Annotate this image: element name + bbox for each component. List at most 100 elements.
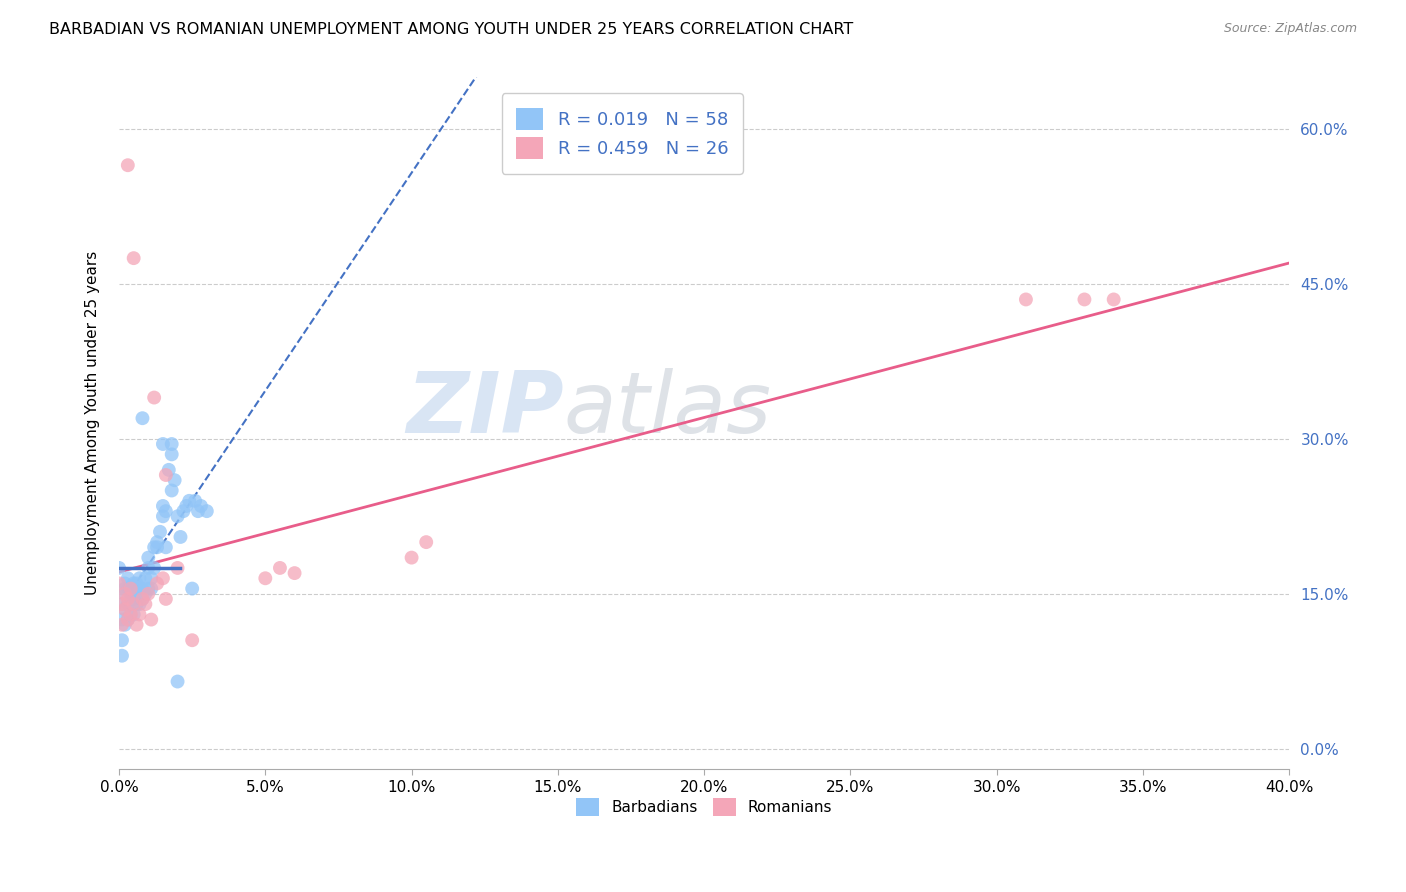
- Point: [401, 550, 423, 565]
- Text: BARBADIAN VS ROMANIAN UNEMPLOYMENT AMONG YOUTH UNDER 25 YEARS CORRELATION CHART: BARBADIAN VS ROMANIAN UNEMPLOYMENT AMONG…: [49, 22, 853, 37]
- Point: [114, 602, 136, 616]
- Point: [117, 158, 139, 172]
- Point: [254, 571, 277, 585]
- Point: [131, 411, 153, 425]
- Point: [136, 561, 159, 575]
- Point: [117, 597, 139, 611]
- Point: [1102, 293, 1125, 307]
- Point: [149, 524, 172, 539]
- Point: [114, 576, 136, 591]
- Point: [131, 582, 153, 596]
- Point: [146, 535, 169, 549]
- Point: [143, 541, 166, 555]
- Point: [134, 597, 156, 611]
- Point: [172, 504, 194, 518]
- Point: [163, 473, 186, 487]
- Point: [155, 591, 177, 606]
- Point: [152, 571, 174, 585]
- Point: [143, 391, 166, 405]
- Point: [415, 535, 437, 549]
- Point: [187, 504, 209, 518]
- Point: [143, 561, 166, 575]
- Point: [111, 617, 134, 632]
- Y-axis label: Unemployment Among Youth under 25 years: Unemployment Among Youth under 25 years: [86, 252, 100, 596]
- Point: [122, 597, 145, 611]
- Point: [122, 591, 145, 606]
- Point: [195, 504, 218, 518]
- Point: [114, 617, 136, 632]
- Point: [152, 437, 174, 451]
- Point: [125, 582, 148, 596]
- Point: [134, 587, 156, 601]
- Text: ZIP: ZIP: [406, 368, 564, 451]
- Point: [179, 493, 201, 508]
- Point: [120, 582, 142, 596]
- Text: atlas: atlas: [564, 368, 772, 451]
- Point: [176, 499, 198, 513]
- Point: [125, 617, 148, 632]
- Point: [134, 571, 156, 585]
- Point: [166, 509, 188, 524]
- Point: [114, 587, 136, 601]
- Point: [136, 550, 159, 565]
- Point: [141, 613, 163, 627]
- Point: [190, 499, 212, 513]
- Point: [1015, 293, 1038, 307]
- Point: [152, 499, 174, 513]
- Point: [146, 541, 169, 555]
- Point: [284, 566, 307, 580]
- Legend: Barbadians, Romanians: Barbadians, Romanians: [568, 790, 839, 824]
- Text: Source: ZipAtlas.com: Source: ZipAtlas.com: [1223, 22, 1357, 36]
- Point: [141, 582, 163, 596]
- Point: [136, 587, 159, 601]
- Point: [111, 597, 134, 611]
- Point: [122, 251, 145, 265]
- Point: [117, 613, 139, 627]
- Point: [128, 582, 150, 596]
- Point: [111, 648, 134, 663]
- Point: [141, 571, 163, 585]
- Point: [108, 561, 131, 575]
- Point: [1073, 293, 1095, 307]
- Point: [111, 633, 134, 648]
- Point: [108, 576, 131, 591]
- Point: [125, 597, 148, 611]
- Point: [128, 571, 150, 585]
- Point: [155, 504, 177, 518]
- Point: [152, 509, 174, 524]
- Point: [136, 582, 159, 596]
- Point: [155, 541, 177, 555]
- Point: [120, 607, 142, 622]
- Point: [269, 561, 291, 575]
- Point: [166, 561, 188, 575]
- Point: [128, 607, 150, 622]
- Point: [117, 613, 139, 627]
- Point: [120, 591, 142, 606]
- Point: [166, 674, 188, 689]
- Point: [111, 597, 134, 611]
- Point: [117, 571, 139, 585]
- Point: [114, 602, 136, 616]
- Point: [160, 483, 183, 498]
- Point: [114, 587, 136, 601]
- Point: [117, 582, 139, 596]
- Point: [160, 447, 183, 461]
- Point: [125, 576, 148, 591]
- Point: [157, 463, 180, 477]
- Point: [122, 576, 145, 591]
- Point: [120, 587, 142, 601]
- Point: [114, 582, 136, 596]
- Point: [155, 468, 177, 483]
- Point: [122, 607, 145, 622]
- Point: [117, 591, 139, 606]
- Point: [160, 437, 183, 451]
- Point: [131, 591, 153, 606]
- Point: [169, 530, 191, 544]
- Point: [181, 582, 204, 596]
- Point: [120, 607, 142, 622]
- Point: [131, 591, 153, 606]
- Point: [111, 613, 134, 627]
- Point: [128, 597, 150, 611]
- Point: [181, 633, 204, 648]
- Point: [146, 576, 169, 591]
